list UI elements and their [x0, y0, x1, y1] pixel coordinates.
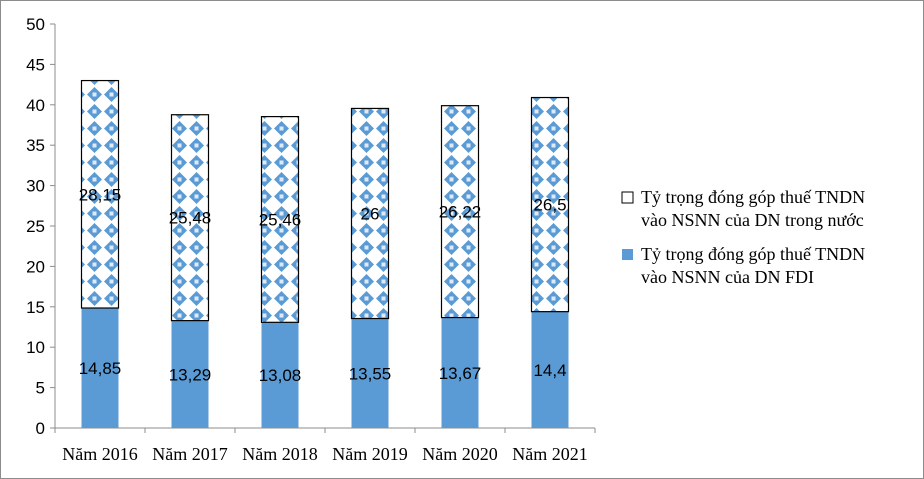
y-tick-label: 50: [26, 15, 45, 34]
data-label-fdi: 13,29: [169, 365, 212, 384]
x-category-label: Năm 2019: [332, 444, 408, 464]
bar-fdi: [81, 308, 119, 428]
y-tick-label: 30: [26, 177, 45, 196]
legend-swatch-fdi: [622, 249, 633, 260]
bars: [80, 79, 570, 428]
legend: Tỷ trọng đóng góp thuế TNDN vào NSNN của …: [621, 187, 865, 287]
x-category-label: Năm 2021: [512, 444, 588, 464]
y-tick-label: 35: [26, 136, 45, 155]
data-label-domestic: 26: [361, 204, 380, 223]
legend-label-domestic-line2: vào NSNN của DN trong nước: [641, 210, 864, 230]
data-label-fdi: 13,67: [439, 364, 482, 383]
y-tick-label: 10: [26, 338, 45, 357]
y-tick-label: 25: [26, 217, 45, 236]
x-category-label: Năm 2018: [242, 444, 318, 464]
bar-domestic: [80, 79, 120, 309]
data-label-domestic: 25,46: [259, 210, 302, 229]
legend-swatch-domestic: [621, 191, 634, 204]
axes: 0 5 10 15 20 25 30 35 40 45 50 Năm 2016 Năm 2017 Năm …: [26, 15, 596, 464]
y-tick-label: 40: [26, 96, 45, 115]
x-category-label: Năm 2020: [422, 444, 498, 464]
y-tick-label: 15: [26, 298, 45, 317]
bar-fdi: [531, 311, 569, 428]
data-label-domestic: 28,15: [79, 185, 122, 204]
x-category-label: Năm 2016: [62, 444, 138, 464]
bar-fdi: [261, 322, 299, 428]
bar-fdi: [351, 318, 389, 428]
bar-domestic: [170, 114, 210, 322]
data-label-fdi: 13,55: [349, 364, 392, 383]
legend-label-fdi-line2: vào NSNN của DN FDI: [641, 267, 814, 287]
legend-label-fdi-line1: Tỷ trọng đóng góp thuế TNDN: [641, 244, 865, 264]
data-label-fdi: 14,85: [79, 359, 122, 378]
y-tick-label: 5: [36, 379, 45, 398]
x-category-label: Năm 2017: [152, 444, 228, 464]
bar-domestic: [530, 96, 570, 313]
y-tick-label: 0: [36, 419, 45, 438]
bar-fdi: [441, 317, 479, 428]
bar-domestic: [350, 107, 390, 320]
data-label-domestic: 26,22: [439, 203, 482, 222]
data-label-domestic: 26,5: [533, 196, 566, 215]
legend-label-domestic-line1: Tỷ trọng đóng góp thuế TNDN: [641, 187, 865, 207]
data-label-domestic: 25,48: [169, 209, 212, 228]
bar-domestic: [260, 115, 300, 323]
data-labels: 14,85 28,15 13,29 25,48 13,08 25,46 13,55 26 13,…: [79, 185, 567, 385]
y-tick-label: 45: [26, 55, 45, 74]
data-label-fdi: 13,08: [259, 366, 302, 385]
bar-fdi: [171, 320, 209, 428]
bar-domestic: [440, 105, 480, 319]
data-label-fdi: 14,4: [533, 361, 566, 380]
y-tick-label: 20: [26, 257, 45, 276]
